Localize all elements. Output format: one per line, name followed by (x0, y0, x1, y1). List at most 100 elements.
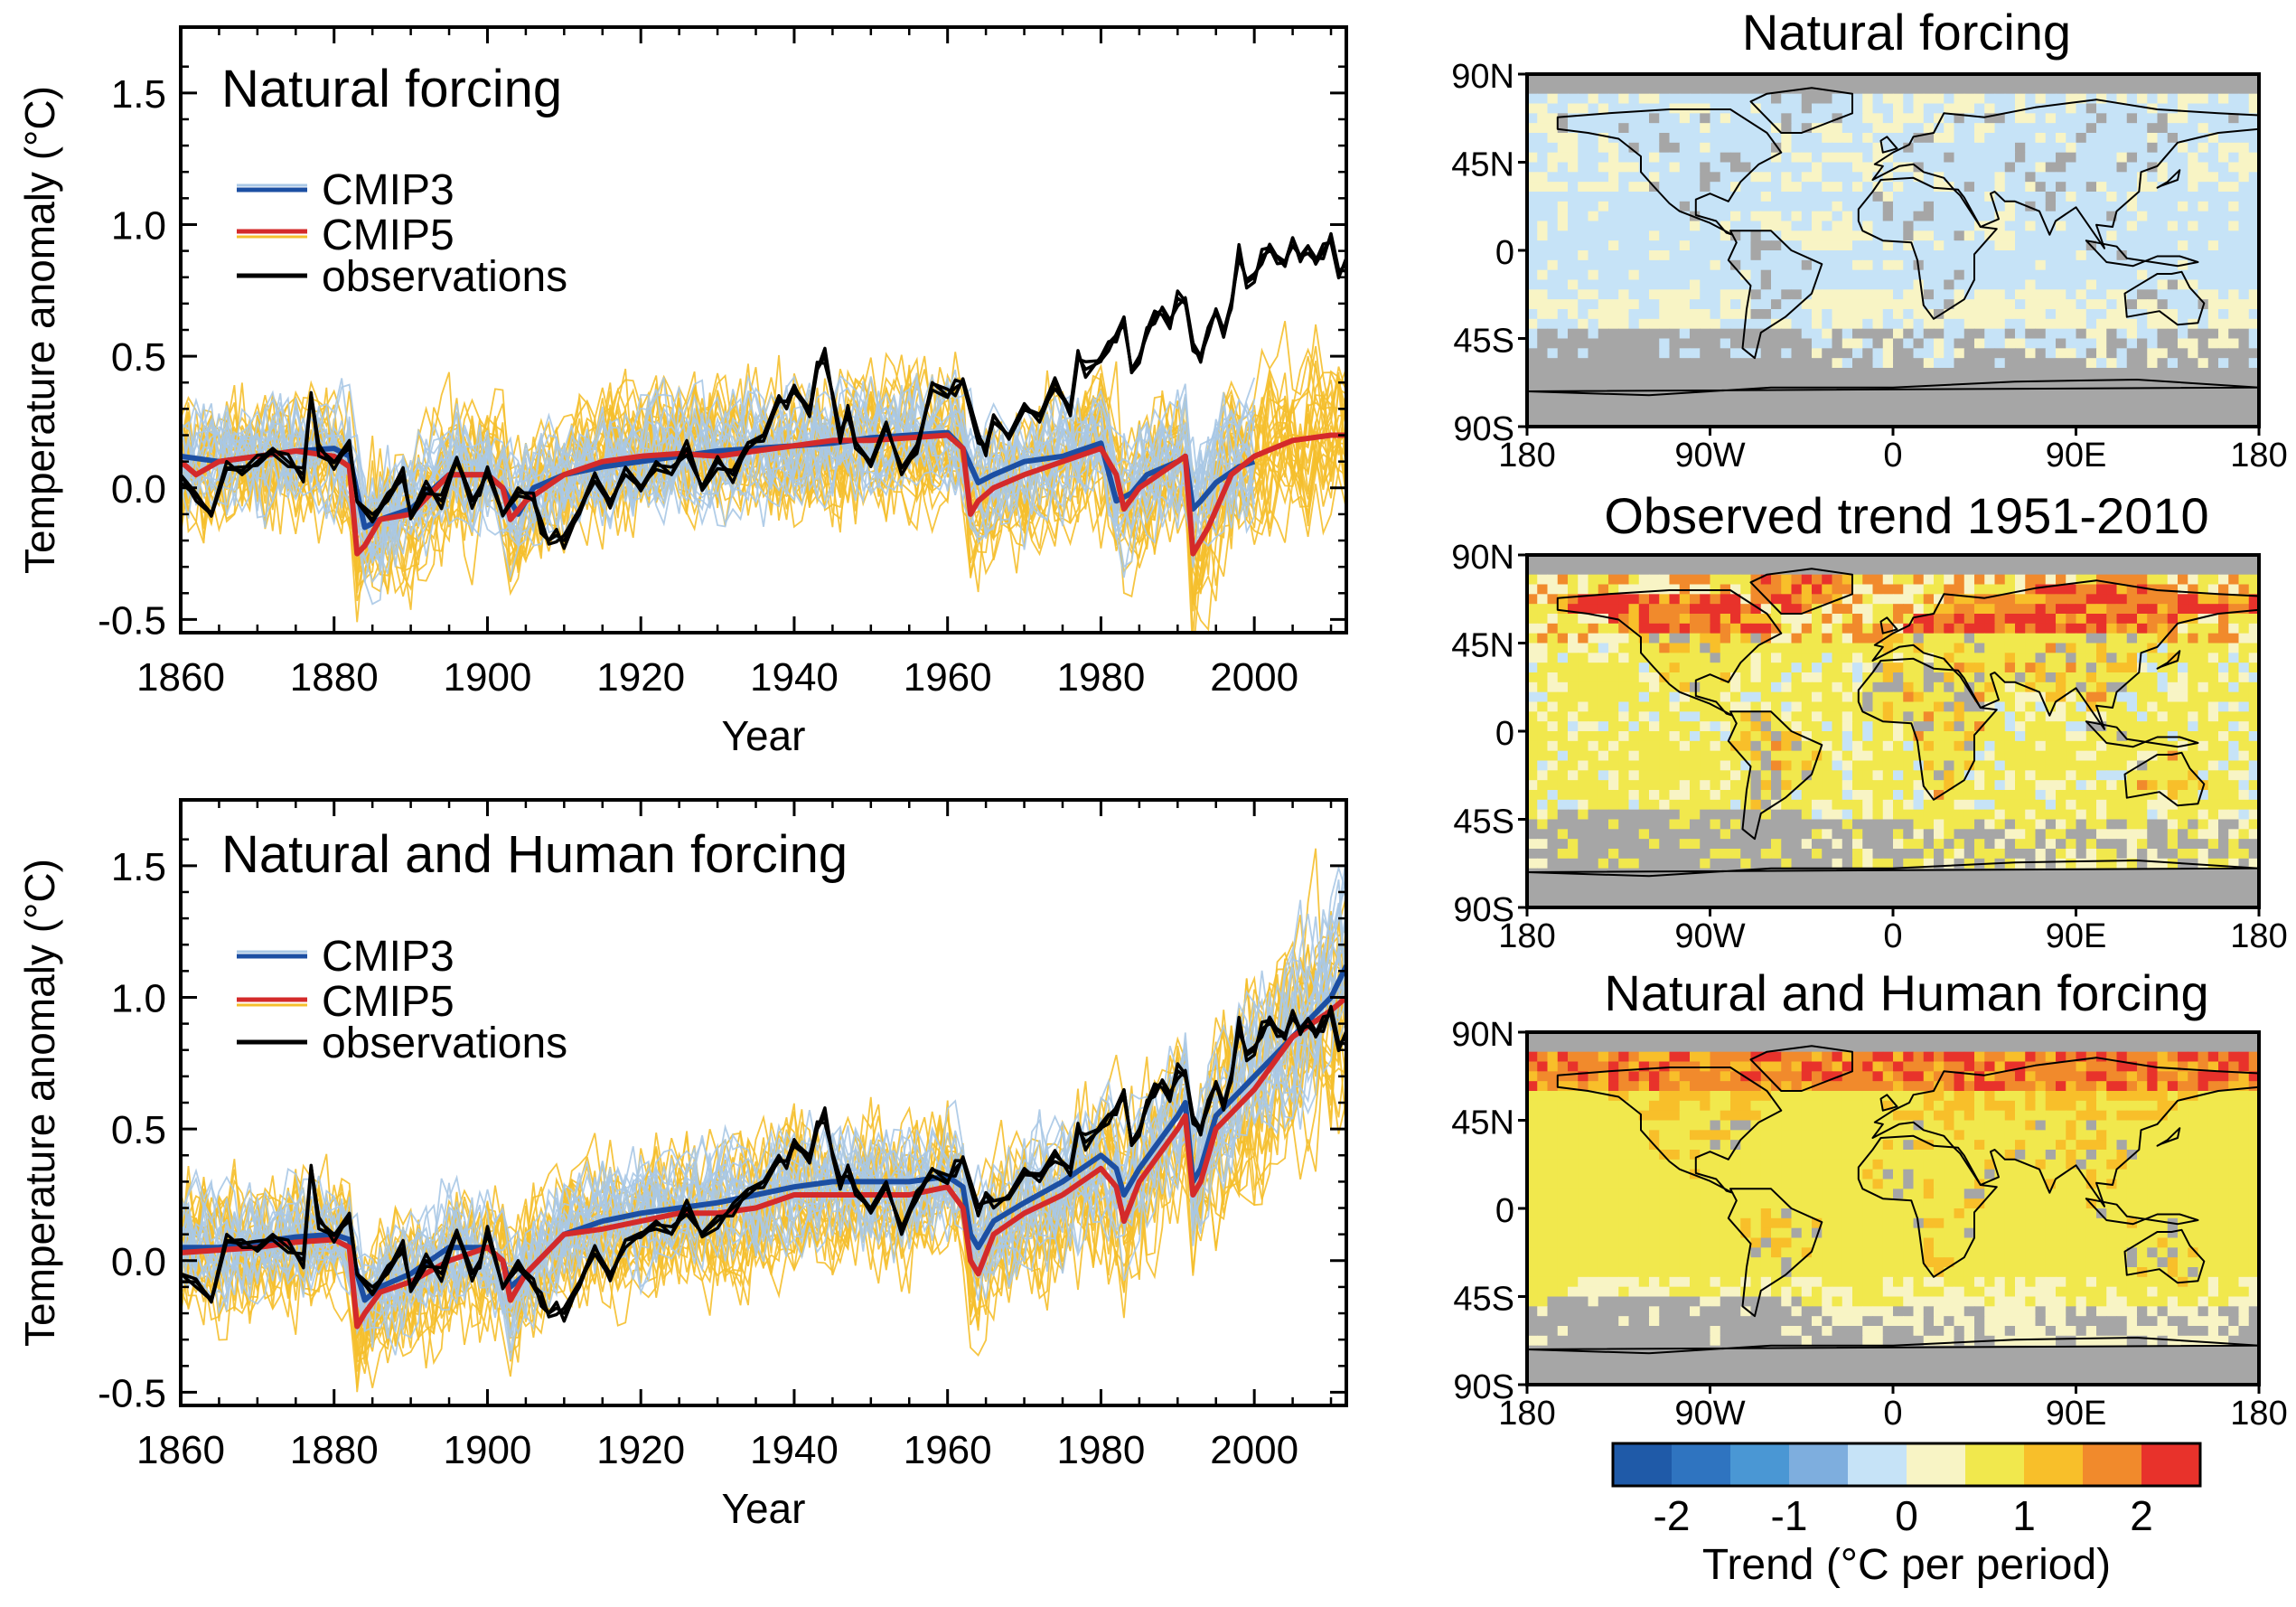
trend-cell (2126, 574, 2138, 586)
trend-cell (1730, 711, 1741, 722)
trend-cell (1618, 192, 1630, 202)
trend-cell (1832, 240, 1843, 251)
trend-cell (1608, 230, 1619, 241)
trend-cell (1974, 564, 1985, 576)
trend-cell (1557, 201, 1569, 212)
trend-cell (2188, 230, 2199, 241)
trend-cell (1771, 790, 1782, 801)
trend-cell (1781, 142, 1793, 154)
trend-cell (1974, 387, 1985, 399)
trend-cell (2198, 623, 2209, 634)
trend-cell (1781, 328, 1793, 340)
trend-cell (1659, 819, 1671, 830)
trend-cell (1760, 663, 1772, 673)
trend-cell (2116, 760, 2128, 771)
trend-cell (1974, 103, 1985, 114)
trend-cell (2076, 328, 2087, 340)
trend-cell (1690, 604, 1701, 615)
trend-cell (1984, 259, 1996, 271)
trend-cell (2106, 201, 2118, 212)
trend-cell (2157, 711, 2169, 722)
trend-cell (1618, 279, 1630, 290)
trend-cell (1812, 211, 1823, 222)
trend-cell (1781, 83, 1793, 95)
trend-cell (1852, 750, 1863, 762)
trend-cell (1750, 614, 1762, 625)
trend-cell (2106, 574, 2118, 586)
trend-cell (2198, 701, 2209, 712)
trend-cell (1578, 574, 1589, 586)
trend-cell (2035, 760, 2047, 771)
trend-cell (1669, 780, 1681, 791)
trend-cell (2004, 230, 2016, 241)
trend-cell (2188, 790, 2199, 801)
trend-cell (1618, 701, 1630, 712)
trend-cell (1690, 819, 1701, 830)
trend-cell (1760, 672, 1772, 683)
trend-cell (1822, 643, 1833, 653)
trend-cell (1537, 250, 1549, 261)
trend-cell (1984, 152, 1996, 164)
trend-cell (1974, 809, 1985, 821)
trend-cell (2178, 201, 2188, 212)
trend-cell (1669, 672, 1681, 683)
trend-cell (1963, 819, 1975, 830)
trend-cell (1527, 201, 1538, 212)
trend-cell (2076, 269, 2087, 281)
trend-cell (1557, 819, 1569, 830)
trend-cell (1903, 348, 1915, 359)
trend-cell (2188, 240, 2199, 251)
trend-cell (1608, 643, 1619, 653)
trend-cell (1791, 555, 1803, 566)
trend-cell (1791, 819, 1803, 830)
trend-cell (1882, 192, 1894, 202)
trend-cell (2025, 663, 2037, 673)
trend-cell (1923, 799, 1935, 811)
trend-cell (2207, 93, 2219, 105)
trend-cell (1537, 358, 1549, 369)
trend-cell (1791, 770, 1803, 781)
trend-cell (1527, 604, 1538, 615)
trend-cell (2106, 162, 2118, 173)
trend-cell (2238, 387, 2250, 399)
trend-cell (2066, 142, 2077, 154)
trend-cell (2157, 348, 2169, 359)
trend-cell (2238, 584, 2250, 595)
trend-cell (1934, 711, 1945, 722)
trend-cell (1923, 750, 1935, 762)
trend-cell (2035, 162, 2047, 173)
trend-cell (2045, 299, 2057, 310)
trend-cell (1963, 407, 1975, 418)
trend-cell (2167, 240, 2179, 251)
trend-cell (1944, 123, 1955, 134)
trend-cell (1598, 721, 1609, 732)
trend-cell (1963, 555, 1975, 566)
trend-cell (2167, 328, 2179, 340)
trend-cell (1872, 230, 1884, 241)
trend-cell (2137, 142, 2148, 154)
trend-cell (2207, 780, 2219, 791)
trend-cell (1913, 584, 1925, 595)
trend-cell (2126, 397, 2138, 408)
trend-cell (1913, 299, 1925, 310)
trend-cell (1588, 162, 1599, 173)
trend-cell (1568, 564, 1579, 576)
trend-cell (1700, 721, 1711, 732)
trend-cell (1934, 633, 1945, 644)
trend-cell (2045, 93, 2057, 105)
trend-cell (1832, 574, 1843, 586)
trend-cell (1974, 299, 1985, 310)
trend-cell (1923, 633, 1935, 644)
trend-cell (1841, 623, 1853, 634)
trend-cell (1812, 643, 1823, 653)
trend-cell (1710, 348, 1721, 359)
trend-cell (1568, 123, 1579, 134)
trend-cell (2157, 643, 2169, 653)
trend-cell (2126, 681, 2138, 693)
trend-cell (1893, 819, 1904, 830)
trend-cell (1791, 192, 1803, 202)
trend-cell (1781, 172, 1793, 183)
trend-cell (1628, 368, 1640, 379)
trend-cell (2207, 162, 2219, 173)
trend-cell (1638, 387, 1650, 399)
